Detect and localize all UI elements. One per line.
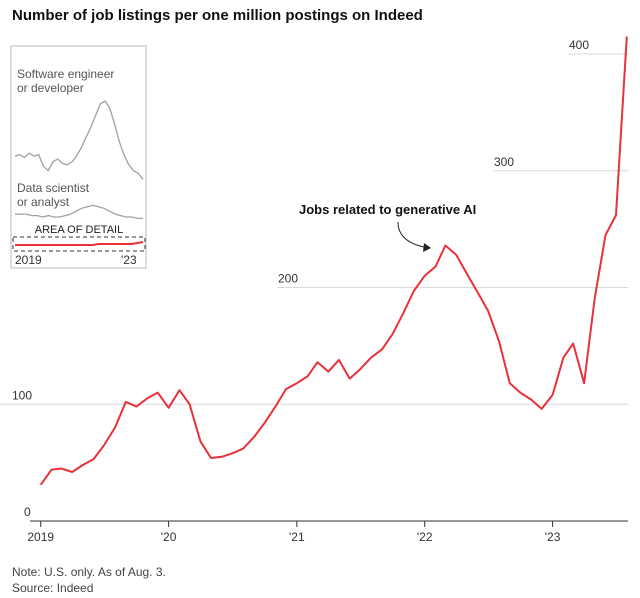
x-tick-label-'22: '22 bbox=[417, 530, 433, 544]
gridlines bbox=[0, 53, 628, 405]
chart-title: Number of job listings per one million p… bbox=[12, 7, 423, 24]
inset-data-label-1: Data scientist bbox=[17, 181, 90, 195]
chart-note: Note: U.S. only. As of Aug. 3. bbox=[12, 565, 166, 579]
x-tick-label-'21: '21 bbox=[289, 530, 305, 544]
inset-frame bbox=[10, 45, 147, 269]
y-tick-label-200: 200 bbox=[278, 272, 298, 286]
series-annotation: Jobs related to generative AI bbox=[299, 202, 476, 217]
y-axis-ticks: 0 100 200 300 400 bbox=[12, 38, 589, 519]
y-tick-label-400: 400 bbox=[569, 38, 589, 52]
series-lines bbox=[39, 36, 628, 486]
annotation-arrowhead bbox=[423, 243, 431, 252]
inset-area-of-detail-box bbox=[12, 236, 146, 252]
y-tick-label-0: 0 bbox=[24, 505, 31, 519]
y-tick-label-300: 300 bbox=[494, 155, 514, 169]
inset-data-label-2: or analyst bbox=[17, 195, 70, 209]
inset-software-label-1: Software engineer bbox=[17, 67, 114, 81]
inset-area-label: AREA OF DETAIL bbox=[35, 224, 123, 236]
x-axis: 2019 '20 '21 '22 '23 bbox=[27, 520, 628, 544]
x-tick-label-'20: '20 bbox=[161, 530, 177, 544]
inset-software-label-2: or developer bbox=[17, 81, 84, 95]
inset-x-end: '23 bbox=[121, 253, 137, 267]
series-line-0 bbox=[39, 36, 628, 486]
x-tick-label-2019: 2019 bbox=[27, 530, 54, 544]
inset-data-line bbox=[15, 204, 143, 220]
inset-x-start: 2019 bbox=[15, 253, 42, 267]
y-tick-label-100: 100 bbox=[12, 388, 32, 402]
x-tick-label-'23: '23 bbox=[545, 530, 561, 544]
inset-ai-line bbox=[15, 241, 144, 246]
chart-source: Source: Indeed bbox=[12, 581, 93, 595]
inset-panel: Software engineer or developer Data scie… bbox=[10, 45, 147, 269]
inset-software-line bbox=[14, 100, 144, 180]
